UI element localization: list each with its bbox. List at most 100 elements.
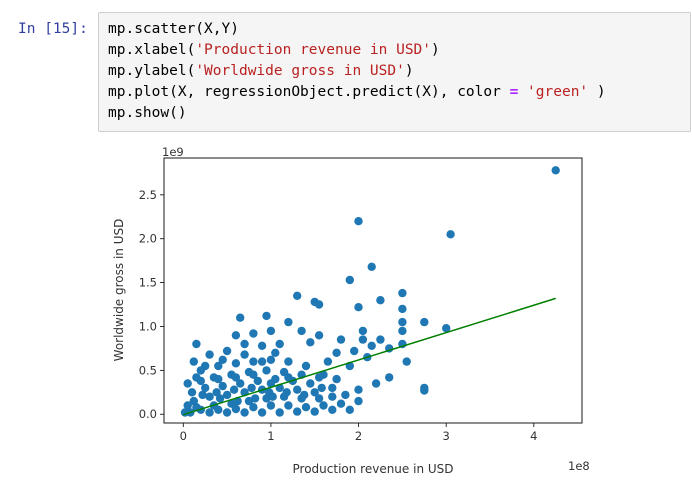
scatter-point bbox=[236, 313, 245, 322]
scatter-point bbox=[189, 396, 198, 406]
y-tick-label: 1.5 bbox=[139, 276, 157, 290]
code-string: 'green' bbox=[527, 84, 589, 100]
scatter-point bbox=[336, 399, 346, 408]
scatter-point bbox=[402, 357, 411, 366]
code-line: mp.scatter(X,Y) bbox=[108, 19, 690, 40]
x-axis-label: Production revenue in USD bbox=[293, 462, 454, 476]
scatter-point bbox=[231, 331, 241, 340]
scatter-point bbox=[442, 324, 451, 333]
scatter-point bbox=[214, 405, 223, 414]
scatter-point bbox=[249, 329, 258, 338]
code-line: mp.xlabel('Production revenue in USD') bbox=[108, 40, 690, 61]
x-tick-label: 4 bbox=[530, 429, 537, 443]
code-token: mp.show() bbox=[108, 105, 187, 121]
scatter-point bbox=[257, 357, 267, 366]
scatter-point bbox=[310, 407, 319, 416]
scatter-point bbox=[247, 383, 256, 393]
scatter-point bbox=[306, 379, 315, 388]
scatter-point bbox=[222, 408, 232, 417]
scatter-point bbox=[301, 403, 311, 412]
scatter-point bbox=[314, 300, 324, 309]
scatter-point bbox=[240, 350, 249, 359]
scatter-point bbox=[398, 288, 407, 298]
scatter-point bbox=[212, 388, 221, 397]
y-tick-label: 2.0 bbox=[139, 232, 157, 246]
scatter-point bbox=[297, 326, 306, 336]
scatter-point bbox=[314, 373, 324, 382]
scatter-point bbox=[205, 350, 214, 359]
cell-output: 0 1 2 3 4 0.0 0.5 1.0 1.5 2.0 2.5 1e9 1e8 Product… bbox=[98, 132, 692, 485]
scatter-point bbox=[198, 390, 207, 400]
scatter-point bbox=[332, 374, 341, 384]
scatter-point bbox=[310, 388, 319, 397]
scatter-point bbox=[398, 326, 407, 336]
scatter-point bbox=[215, 394, 225, 403]
scatter-point bbox=[214, 374, 223, 384]
scatter-point bbox=[229, 385, 239, 394]
scatter-point bbox=[301, 361, 311, 371]
scatter-point bbox=[420, 317, 429, 327]
scatter-point bbox=[249, 403, 258, 412]
scatter-point bbox=[385, 373, 394, 382]
code-token: mp.plot(X, regressionObject.predict(X), … bbox=[108, 84, 510, 100]
scatter-point bbox=[205, 408, 214, 417]
scatter-point bbox=[249, 370, 258, 379]
scatter-point bbox=[284, 373, 293, 382]
scatter-point bbox=[328, 392, 337, 401]
x-offset-label: 1e8 bbox=[568, 459, 590, 473]
scatter-point bbox=[371, 379, 381, 388]
scatter-points bbox=[180, 166, 560, 417]
scatter-point bbox=[249, 357, 258, 366]
x-tick-label: 1 bbox=[267, 429, 274, 443]
scatter-point bbox=[189, 357, 198, 366]
scatter-point bbox=[317, 383, 326, 393]
scatter-point bbox=[314, 331, 324, 340]
scatter-point bbox=[218, 381, 227, 391]
scatter-point bbox=[271, 348, 280, 357]
scatter-point bbox=[282, 388, 291, 397]
code-token: ) bbox=[588, 84, 606, 100]
scatter-point bbox=[306, 338, 315, 347]
x-tick-label: 0 bbox=[180, 429, 187, 443]
scatter-point bbox=[218, 355, 227, 364]
scatter-point bbox=[222, 390, 232, 400]
scatter-point bbox=[354, 217, 363, 226]
code-line: mp.plot(X, regressionObject.predict(X), … bbox=[108, 82, 690, 103]
scatter-point bbox=[257, 408, 267, 417]
code-string: 'Production revenue in USD' bbox=[195, 42, 432, 58]
scatter-point bbox=[257, 341, 267, 350]
scatter-point bbox=[367, 262, 376, 271]
scatter-point bbox=[196, 376, 205, 386]
scatter-point bbox=[266, 326, 276, 336]
x-axis-ticks: 0 1 2 3 4 bbox=[180, 423, 537, 443]
scatter-point bbox=[284, 401, 293, 410]
code-line: mp.ylabel('Worldwide gross in USD') bbox=[108, 61, 690, 82]
scatter-point bbox=[328, 405, 337, 414]
scatter-point bbox=[293, 407, 302, 416]
scatter-point bbox=[376, 296, 385, 305]
scatter-point bbox=[284, 317, 293, 327]
scatter-point bbox=[222, 346, 232, 356]
scatter-point bbox=[192, 339, 201, 349]
scatter-point bbox=[354, 396, 363, 406]
code-token: ) bbox=[404, 63, 414, 79]
code-token: mp.ylabel( bbox=[108, 63, 196, 79]
scatter-point bbox=[262, 311, 271, 321]
scatter-point bbox=[293, 291, 302, 300]
scatter-point bbox=[367, 341, 376, 350]
scatter-point bbox=[240, 339, 249, 349]
scatter-point bbox=[314, 394, 324, 403]
scatter-point bbox=[354, 303, 363, 312]
scatter-point bbox=[275, 408, 284, 417]
y-tick-label: 1.0 bbox=[139, 319, 157, 333]
scatter-point bbox=[231, 359, 241, 368]
scatter-point bbox=[398, 304, 407, 314]
code-cell-input[interactable]: mp.scatter(X,Y) mp.xlabel('Production rev… bbox=[98, 12, 691, 132]
scatter-point bbox=[201, 383, 210, 393]
y-axis-ticks: 0.0 0.5 1.0 1.5 2.0 2.5 bbox=[139, 188, 164, 421]
scatter-point bbox=[196, 366, 205, 375]
regression-line bbox=[183, 297, 556, 416]
scatter-point bbox=[336, 335, 346, 344]
y-tick-label: 0.0 bbox=[139, 407, 157, 421]
cell-prompt: In [15]: bbox=[18, 21, 88, 37]
